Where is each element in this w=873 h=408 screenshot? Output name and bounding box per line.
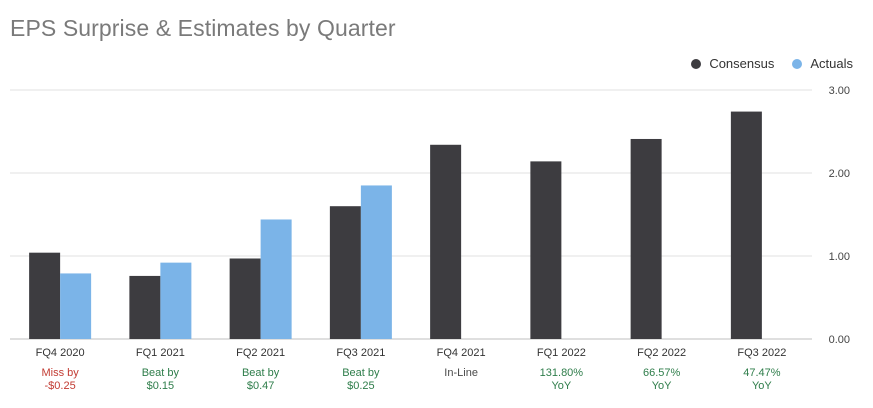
legend-swatch-consensus (691, 58, 702, 69)
y-tick-label: 1.00 (829, 251, 850, 263)
legend-label-consensus: Consensus (709, 56, 775, 71)
y-tick-label: 3.00 (829, 85, 850, 97)
surprise-annotation-line2: YoY (652, 380, 672, 392)
x-tick-label: FQ2 2021 (236, 347, 285, 359)
x-tick-label: FQ4 2020 (36, 347, 85, 359)
x-tick-label: FQ3 2021 (336, 347, 385, 359)
legend-swatch-actuals (792, 58, 803, 69)
x-tick-label: FQ2 2022 (637, 347, 686, 359)
surprise-annotation-line1: 66.57% (643, 367, 681, 379)
surprise-annotation-line2: $0.47 (247, 380, 275, 392)
y-tick-label: 0.00 (829, 334, 850, 346)
x-tick-label: FQ1 2022 (537, 347, 586, 359)
surprise-annotation-line2: YoY (551, 380, 571, 392)
surprise-annotation-line2: $0.25 (347, 380, 375, 392)
legend-label-actuals: Actuals (810, 56, 853, 71)
surprise-annotation-line1: Beat by (142, 367, 180, 379)
bar-consensus (29, 252, 61, 339)
bar-actuals (160, 262, 192, 339)
bar-consensus (129, 275, 161, 339)
bar-consensus (630, 138, 662, 339)
legend-item-consensus[interactable]: Consensus (691, 56, 774, 71)
bar-consensus (530, 161, 562, 339)
surprise-annotation-line1: In-Line (444, 367, 478, 379)
chart-title: EPS Surprise & Estimates by Quarter (10, 15, 396, 41)
bar-consensus (329, 206, 361, 339)
x-tick-label: FQ3 2022 (737, 347, 786, 359)
surprise-annotation-line1: Miss by (41, 367, 79, 379)
bar-actuals (260, 219, 292, 339)
surprise-annotation-line2: YoY (752, 380, 772, 392)
x-tick-label: FQ1 2021 (136, 347, 185, 359)
chart-legend: Consensus Actuals (691, 56, 853, 71)
bar-consensus (430, 144, 462, 339)
bar-consensus (229, 258, 261, 339)
bar-actuals (60, 273, 92, 339)
surprise-annotation-line1: 131.80% (540, 367, 584, 379)
surprise-annotation-line1: Beat by (342, 367, 380, 379)
x-tick-label: FQ4 2021 (437, 347, 486, 359)
legend-item-actuals[interactable]: Actuals (792, 56, 853, 71)
surprise-annotation-line1: Beat by (242, 367, 280, 379)
surprise-annotation-line1: 47.47% (743, 367, 781, 379)
surprise-annotation-line2: -$0.25 (45, 380, 76, 392)
y-tick-label: 2.00 (829, 168, 850, 180)
bar-actuals (360, 185, 392, 339)
bar-consensus (730, 111, 762, 339)
surprise-annotation-line2: $0.15 (147, 380, 175, 392)
